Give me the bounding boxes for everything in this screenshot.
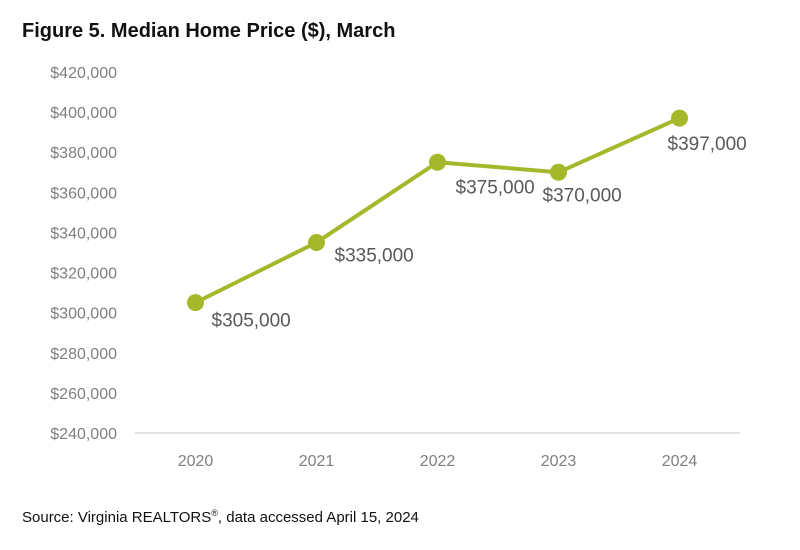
y-tick-label: $380,000 — [50, 145, 117, 162]
x-axis-ticks: 2020 2021 2022 2023 2024 — [178, 453, 698, 470]
data-point — [187, 294, 204, 312]
y-tick-label: $240,000 — [50, 426, 117, 443]
y-tick-label: $320,000 — [50, 266, 117, 283]
data-point — [550, 163, 567, 181]
data-labels: $305,000 $335,000 $375,000 $370,000 $397,000 — [212, 134, 747, 332]
source-note: Source: Virginia REALTORS®, data accesse… — [22, 508, 419, 526]
y-axis-ticks: $240,000 $260,000 $280,000 $300,000 $320,000… — [50, 65, 117, 443]
series-group — [187, 109, 688, 312]
registered-mark: ® — [211, 508, 218, 518]
data-label: $370,000 — [543, 185, 622, 206]
x-tick-label: 2023 — [541, 453, 577, 470]
source-suffix: , data accessed April 15, 2024 — [217, 509, 419, 526]
y-tick-label: $420,000 — [50, 65, 117, 82]
chart-title: Figure 5. Median Home Price ($), March — [22, 20, 396, 42]
data-point — [429, 153, 446, 171]
data-label: $305,000 — [212, 311, 291, 332]
x-tick-label: 2020 — [178, 453, 214, 470]
source-prefix: Source: Virginia REALTORS — [22, 509, 212, 526]
y-tick-label: $400,000 — [50, 105, 117, 122]
x-tick-label: 2021 — [299, 453, 335, 470]
y-tick-label: $280,000 — [50, 346, 117, 363]
y-tick-label: $360,000 — [50, 185, 117, 202]
y-tick-label: $260,000 — [50, 386, 117, 403]
data-point — [308, 233, 325, 251]
data-point — [671, 109, 688, 127]
x-tick-label: 2024 — [662, 453, 698, 470]
series-line — [193, 116, 682, 305]
y-tick-label: $340,000 — [50, 225, 117, 242]
data-label: $335,000 — [335, 245, 414, 266]
y-tick-label: $300,000 — [50, 306, 117, 323]
data-label: $375,000 — [456, 177, 535, 198]
data-label: $397,000 — [668, 134, 747, 155]
x-tick-label: 2022 — [420, 453, 456, 470]
